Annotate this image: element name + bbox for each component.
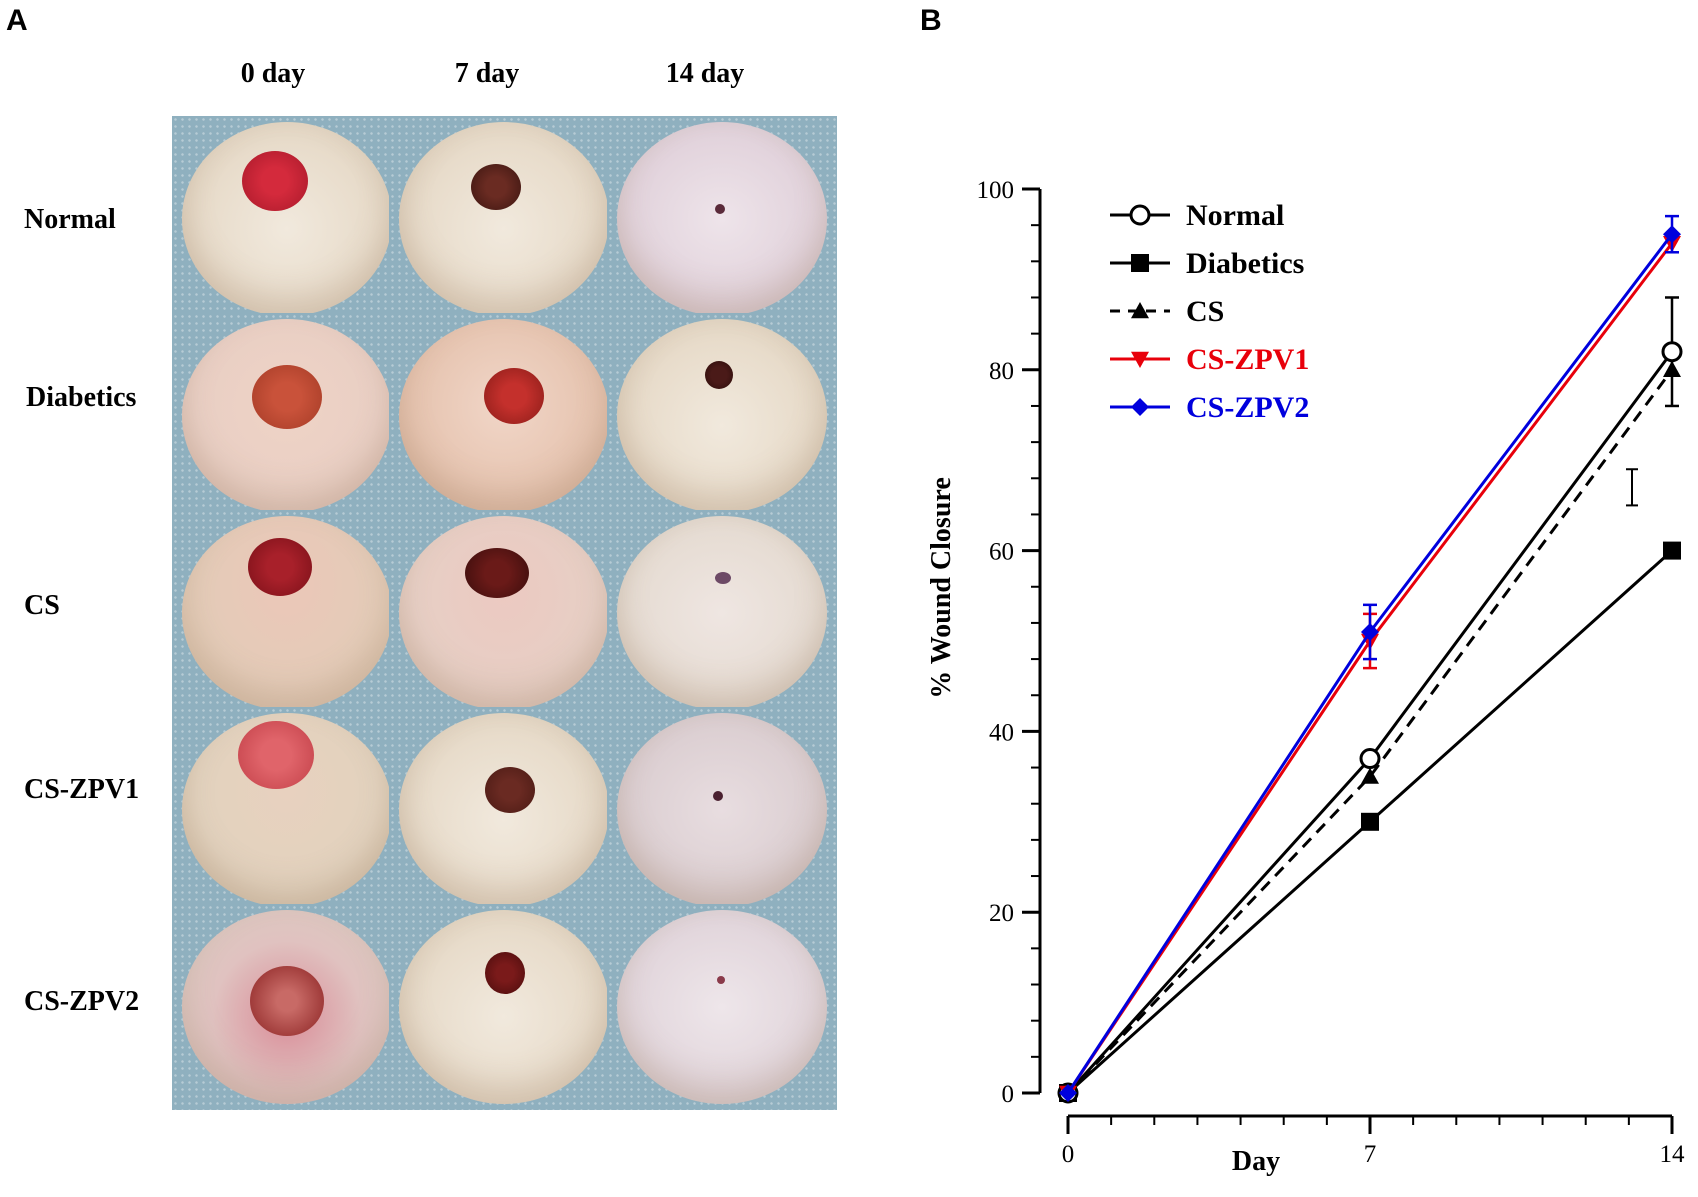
legend-label-cs: CS (1186, 295, 1224, 328)
data-point-cs (1361, 767, 1379, 784)
y-tick-label: 20 (989, 900, 1014, 927)
panel-letter-b: B (920, 4, 942, 37)
legend-item-cs-zpv1: CS-ZPV1 (1110, 343, 1309, 376)
floating-error-bar (1626, 468, 1638, 507)
wound-photo-cs-zpv2-day0 (172, 904, 402, 1110)
y-axis-title: % Wound Closure (926, 477, 957, 698)
y-tick-label: 0 (1002, 1081, 1015, 1108)
wound-photo-cs-zpv2-day7 (389, 904, 619, 1110)
series-line-normal (1066, 350, 1674, 1095)
legend-label-cs-zpv1: CS-ZPV1 (1186, 343, 1309, 376)
data-point-diabetics (1663, 541, 1681, 560)
x-tick-label: 14 (1660, 1141, 1686, 1168)
y-tick-label: 100 (977, 177, 1015, 204)
wound-photo-cs-day7 (389, 510, 619, 716)
legend-marker-cs-zpv1 (1131, 351, 1149, 368)
wound-photo-diabetics-day0 (172, 313, 402, 519)
legend-marker-cs (1131, 302, 1149, 319)
y-tick-label: 80 (989, 358, 1014, 385)
legend-marker-diabetics (1131, 254, 1149, 272)
series-cs-zpv1 (1059, 236, 1681, 1102)
series-cs (1059, 360, 1681, 1101)
chart-legend: Normal Diabetics CS CS-ZPV1 CS-ZPV2 (1110, 199, 1309, 424)
row-label-cs-zpv1: CS-ZPV1 (24, 774, 140, 805)
wound-photo-normal-day14 (607, 116, 837, 322)
wound-photo-cs-day0 (172, 510, 402, 716)
legend-marker-cs-zpv2 (1131, 398, 1149, 416)
y-tick-label: 40 (989, 719, 1014, 746)
x-tick-label: 7 (1364, 1141, 1377, 1168)
wound-photo-diabetics-day14 (607, 313, 837, 519)
data-point-normal (1661, 341, 1683, 363)
column-header-day14: 14 day (665, 58, 745, 89)
data-point-cs-zpv2 (1361, 622, 1379, 641)
wound-photo-cs-zpv1-day7 (389, 707, 619, 913)
row-label-diabetics: Diabetics (26, 382, 137, 413)
x-tick-label: 0 (1062, 1141, 1075, 1168)
wound-photo-cs-day14 (607, 510, 837, 716)
wound-photo-cs-zpv1-day14 (607, 707, 837, 913)
data-point-diabetics (1361, 812, 1379, 831)
legend-item-normal: Normal (1110, 199, 1284, 232)
wound-photo-cs-zpv1-day0 (172, 707, 402, 913)
row-label-normal: Normal (24, 204, 116, 235)
y-tick-label: 60 (989, 539, 1014, 566)
wound-photo-cs-zpv2-day14 (607, 904, 837, 1110)
legend-label-cs-zpv2: CS-ZPV2 (1186, 391, 1309, 424)
series-cs-zpv2 (1059, 214, 1681, 1102)
row-label-cs-zpv2: CS-ZPV2 (24, 986, 140, 1017)
data-point-cs-zpv2 (1663, 225, 1681, 244)
legend-label-diabetics: Diabetics (1186, 247, 1304, 280)
column-header-day0: 0 day (240, 58, 306, 89)
column-header-day7: 7 day (454, 58, 520, 89)
legend-item-diabetics: Diabetics (1110, 247, 1304, 280)
legend-item-cs-zpv2: CS-ZPV2 (1110, 391, 1309, 424)
legend-item-cs: CS (1110, 295, 1224, 328)
chart-series-layer (1057, 214, 1683, 1104)
data-point-normal (1359, 748, 1381, 770)
series-line-cs (1066, 368, 1674, 1095)
wound-photo-diabetics-day7 (389, 313, 619, 519)
series-normal (1057, 296, 1683, 1104)
chart-axes: 0 20 40 60 80 100 0 7 14 (977, 177, 1686, 1168)
wound-photo-normal-day0 (172, 116, 402, 322)
legend-label-normal: Normal (1186, 199, 1284, 232)
panel-letter-a: A (6, 4, 28, 37)
row-label-cs: CS (24, 590, 60, 621)
wound-photo-normal-day7 (389, 116, 619, 322)
data-point-cs-zpv2 (1059, 1084, 1077, 1102)
legend-marker-normal (1129, 204, 1151, 226)
x-axis-title: Day (1232, 1146, 1280, 1177)
